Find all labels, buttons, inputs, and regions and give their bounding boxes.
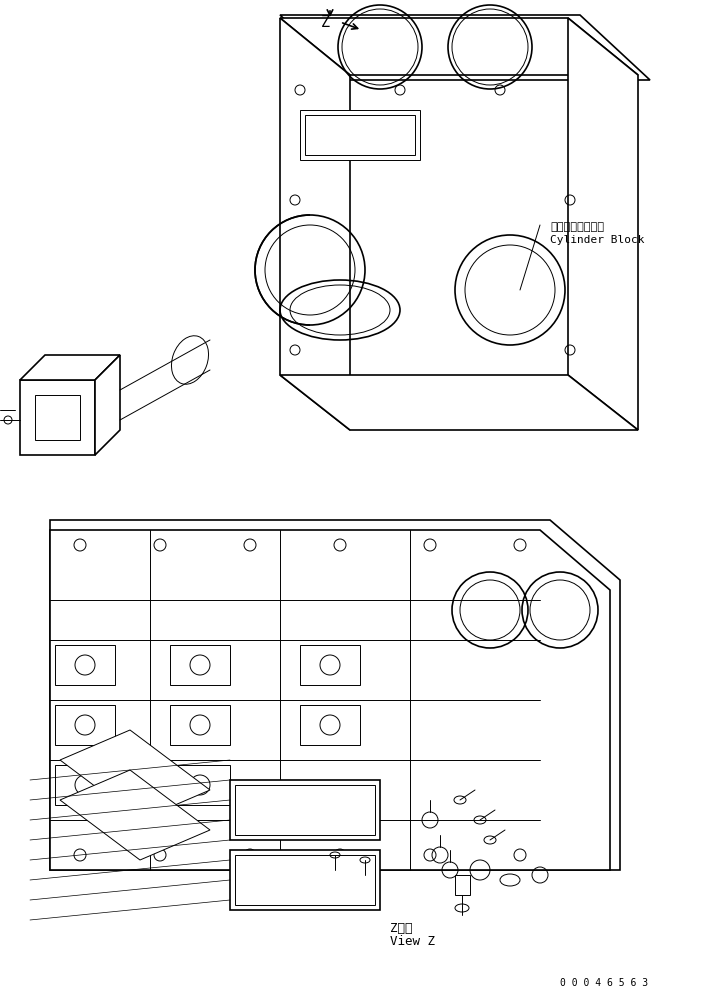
- Text: View Z: View Z: [390, 935, 435, 948]
- Polygon shape: [300, 645, 360, 685]
- Polygon shape: [230, 850, 380, 910]
- Polygon shape: [300, 705, 360, 745]
- Polygon shape: [170, 645, 230, 685]
- Polygon shape: [95, 355, 120, 455]
- Polygon shape: [305, 115, 415, 155]
- Polygon shape: [235, 855, 375, 905]
- Polygon shape: [455, 875, 470, 895]
- Polygon shape: [300, 110, 420, 160]
- Polygon shape: [170, 765, 230, 805]
- Polygon shape: [55, 705, 115, 745]
- Polygon shape: [60, 770, 210, 860]
- Text: 0 0 0 4 6 5 6 3: 0 0 0 4 6 5 6 3: [560, 978, 648, 988]
- Polygon shape: [50, 520, 620, 870]
- Polygon shape: [60, 730, 210, 820]
- Polygon shape: [170, 705, 230, 745]
- Polygon shape: [280, 18, 350, 430]
- Polygon shape: [280, 375, 638, 430]
- Polygon shape: [230, 780, 380, 840]
- Polygon shape: [55, 765, 115, 805]
- Polygon shape: [280, 15, 650, 80]
- Polygon shape: [568, 18, 638, 430]
- Polygon shape: [35, 395, 80, 440]
- Polygon shape: [235, 785, 375, 835]
- Text: Z　視: Z 視: [390, 922, 413, 935]
- Polygon shape: [50, 530, 610, 870]
- Text: Cylinder Block: Cylinder Block: [550, 235, 644, 245]
- Polygon shape: [55, 645, 115, 685]
- Text: シリンダブロック: シリンダブロック: [550, 222, 604, 232]
- Polygon shape: [20, 355, 120, 380]
- Polygon shape: [20, 380, 95, 455]
- Text: Z: Z: [320, 15, 329, 30]
- Polygon shape: [280, 18, 638, 75]
